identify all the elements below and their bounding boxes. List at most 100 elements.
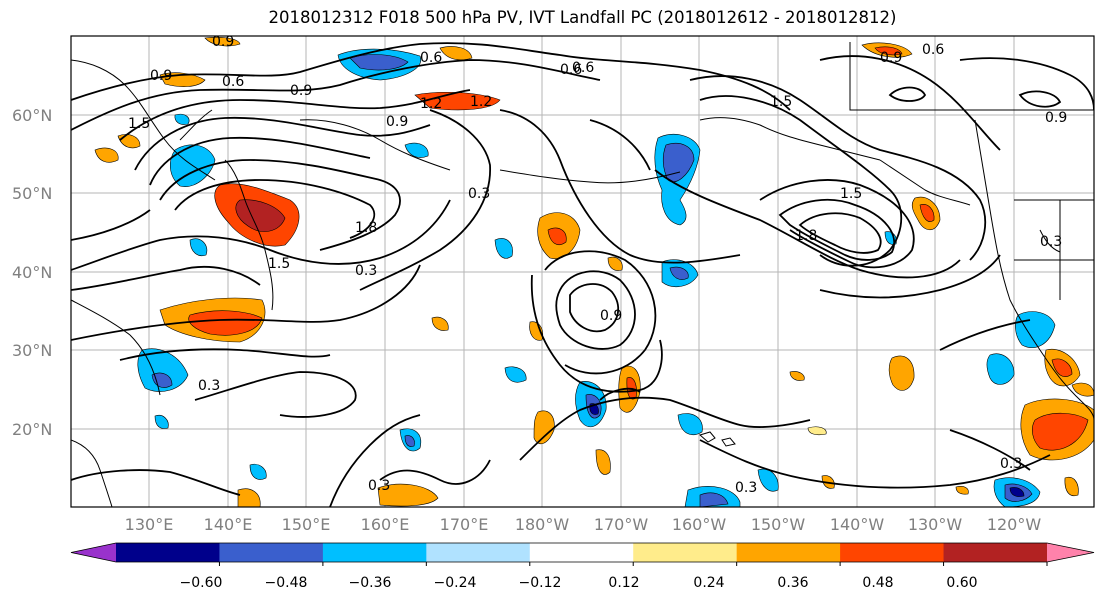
colorbar xyxy=(70,542,1095,566)
colorbar-segment xyxy=(116,543,220,562)
contour-label: 0.3 xyxy=(735,480,757,496)
colorbar-extend-min xyxy=(71,543,116,562)
latitude-labels: 60°N 50°N 40°N 30°N 20°N xyxy=(12,106,52,439)
colorbar-segment xyxy=(529,543,634,562)
pc-negative-aleutian-west xyxy=(174,113,190,125)
colorbar-ticks: −0.60 −0.48 −0.36 −0.24 −0.12 0.12 0.24 … xyxy=(180,575,978,591)
contour-label: 1.5 xyxy=(268,256,290,272)
contour-label: 1.8 xyxy=(355,220,377,236)
pc-positive-south-2 xyxy=(595,449,611,475)
contour-label: 0.3 xyxy=(1040,234,1062,250)
lat-label: 50°N xyxy=(12,184,52,203)
pc-positive-south-4 xyxy=(237,488,261,507)
lon-label: 180°W xyxy=(515,515,570,534)
pc-negative-central-1 xyxy=(494,238,513,259)
pc-core-south-japan xyxy=(188,310,263,336)
map-border xyxy=(70,35,1095,508)
colorbar-segment xyxy=(943,543,1048,562)
colorbar-segment xyxy=(322,543,427,562)
pc-positive-small-1 xyxy=(789,371,805,381)
contour-label: 0.9 xyxy=(880,50,902,66)
contour-label: 0.3 xyxy=(198,378,220,394)
contour-label: 0.6 xyxy=(560,62,582,78)
pc-positive-east-pac-3 xyxy=(955,486,969,495)
colorbar-tick-label: −0.36 xyxy=(349,575,392,591)
colorbar-segment xyxy=(219,543,324,562)
pc-negative-philippine-sea xyxy=(137,348,189,392)
lon-label: 140°W xyxy=(830,515,885,534)
contour-label: 0.9 xyxy=(386,114,408,130)
pc-positive-aleutian xyxy=(414,91,501,111)
contour-label: 1.8 xyxy=(795,228,817,244)
lon-label: 160°E xyxy=(361,515,410,534)
colorbar-tick-label: 0.60 xyxy=(946,575,977,591)
pc-positive-south-3 xyxy=(377,483,439,507)
pc-negative-south-1-core xyxy=(404,435,415,447)
pc-positive-midpac-2 xyxy=(431,316,449,331)
lon-label: 130°E xyxy=(125,515,174,534)
contour-label: 0.3 xyxy=(1000,456,1022,472)
contour-label: 0.6 xyxy=(572,60,594,76)
pc-positive-midpac-small xyxy=(607,256,623,271)
lat-label: 40°N xyxy=(12,263,52,282)
pc-positive-gulf-mex-core xyxy=(1031,412,1089,451)
lon-label: 150°E xyxy=(282,515,331,534)
pv-contours xyxy=(71,42,1094,507)
lat-label: 30°N xyxy=(12,341,52,360)
colorbar-segment xyxy=(840,543,945,562)
pc-negative-east-pac-deep xyxy=(1009,487,1025,497)
pc-negative-aleutian-east xyxy=(404,142,429,158)
colorbar-tick-label: 0.36 xyxy=(777,575,808,591)
colorbar-tick-label: 0.48 xyxy=(862,575,893,591)
pc-negative-korea xyxy=(189,238,208,257)
colorbar-tick-label: 0.24 xyxy=(693,575,724,591)
pc-negative-south-3 xyxy=(154,415,169,429)
colorbar-outline xyxy=(70,542,1095,563)
contour-label: 1.5 xyxy=(770,94,792,110)
contour-label: 1.5 xyxy=(128,116,150,132)
contour-label: 1.2 xyxy=(470,94,492,110)
contour-label: 0.3 xyxy=(355,263,377,279)
contour-label: 1.2 xyxy=(420,96,442,112)
longitude-labels: 130°E 140°E 150°E 160°E 170°E 180°W 170°… xyxy=(125,515,1042,534)
pc-negative-south-2 xyxy=(249,463,267,480)
pc-positive-small-2 xyxy=(807,426,827,436)
lon-label: 170°W xyxy=(594,515,649,534)
colorbar-tick-label: 0.12 xyxy=(608,575,639,591)
pc-positive-bering-north xyxy=(439,46,473,61)
colorbar-tick-label: −0.48 xyxy=(265,575,308,591)
pc-positive-top xyxy=(204,36,241,47)
lon-label: 140°E xyxy=(204,515,253,534)
contour-label: 0.6 xyxy=(922,42,944,58)
contour-label: 0.6 xyxy=(420,50,442,66)
contour-labels: 0.9 0.6 0.6 0.9 0.6 0.6 1.2 1.2 0.9 0.9 … xyxy=(128,34,1067,496)
contour-label: 0.3 xyxy=(368,478,390,494)
map-title: 2018012312 F018 500 hPa PV, IVT Landfall… xyxy=(268,8,897,27)
pc-positive-mexico-core xyxy=(1051,358,1073,377)
colorbar-tick-label: −0.24 xyxy=(434,575,477,591)
lon-label: 150°W xyxy=(751,515,806,534)
pc-negative-baja xyxy=(986,353,1015,385)
coastlines xyxy=(71,42,1094,507)
pc-positive-central-1-core xyxy=(547,227,567,245)
pc-positive-east-pac-2 xyxy=(1064,477,1079,497)
contour-label: 0.9 xyxy=(1045,110,1067,126)
pc-positive-yucatan xyxy=(1071,382,1094,397)
lon-label: 160°W xyxy=(672,515,727,534)
colorbar-segment xyxy=(736,543,841,562)
colorbar-tick-label: −0.60 xyxy=(180,575,223,591)
lon-label: 170°E xyxy=(440,515,489,534)
pc-negative-gulf-alaska-core xyxy=(662,142,695,182)
colorbar-tick-label: −0.12 xyxy=(519,575,562,591)
contour-label: 0.9 xyxy=(212,34,234,50)
pc-negative-south-5-core xyxy=(699,492,729,507)
contour-label: 0.6 xyxy=(222,74,244,90)
contour-label: 0.3 xyxy=(468,186,490,202)
pc-positive-hudson-core xyxy=(874,46,903,56)
contour-label: 0.9 xyxy=(290,83,312,99)
pc-shading xyxy=(94,36,1094,507)
colorbar-segment xyxy=(633,543,738,562)
pc-positive-scs xyxy=(94,147,119,163)
pc-positive-south-1 xyxy=(533,410,555,445)
